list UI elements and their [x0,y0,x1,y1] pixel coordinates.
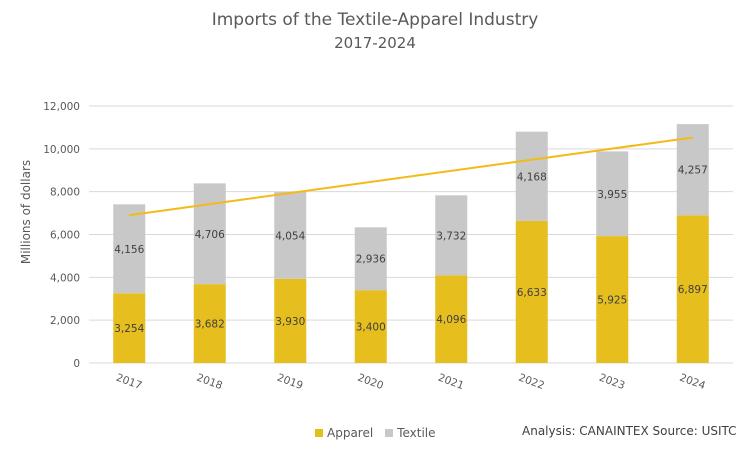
bar-apparel [435,275,468,363]
bar-apparel [193,284,226,363]
data-label-apparel: 3,930 [275,316,305,328]
source-note: Analysis: CANAINTEX Source: USITC [522,424,737,438]
y-tick-label: 4,000 [50,272,80,284]
trendline [129,136,693,217]
data-label-textile: 4,168 [517,171,547,183]
y-tick-label: 0 [73,358,80,370]
legend-label-textile: Textile [397,426,436,440]
y-tick-label: 10,000 [43,144,80,156]
legend-swatch-apparel [315,429,323,437]
bar-textile [435,195,468,276]
x-tick-label: 2019 [275,372,304,392]
data-label-apparel: 3,254 [114,323,144,335]
bar-apparel [676,215,709,363]
data-label-apparel: 3,682 [195,319,225,331]
x-tick-label: 2024 [678,372,708,393]
chart-title: Imports of the Textile-Apparel Industry [211,10,539,30]
data-label-apparel: 6,633 [517,287,547,299]
data-label-apparel: 4,096 [436,314,466,326]
bar-textile [354,227,387,291]
legend: Apparel Textile [315,426,436,440]
x-tick-label: 2018 [195,372,224,392]
bar-apparel [596,236,629,363]
x-tick-label: 2022 [517,372,546,392]
y-axis-label: Millions of dollars [19,159,33,265]
legend-label-apparel: Apparel [327,426,374,440]
data-label-apparel: 6,897 [678,284,708,296]
y-tick-label: 6,000 [50,230,80,242]
data-label-textile: 4,257 [678,165,708,177]
data-label-textile: 3,732 [436,230,466,242]
y-tick-label: 12,000 [43,101,80,113]
bar-apparel [354,290,387,363]
data-label-textile: 4,706 [195,229,225,241]
bar-apparel [515,220,548,363]
x-tick-label: 2017 [114,372,143,392]
legend-swatch-textile [385,429,394,437]
x-tick-label: 2021 [436,372,465,392]
data-label-apparel: 3,400 [356,322,386,334]
data-label-apparel: 5,925 [597,295,627,307]
x-tick-label: 2023 [597,372,626,392]
x-tick-label: 2020 [356,372,385,392]
legend-item-apparel: Apparel [315,426,373,440]
bar-textile [274,192,307,279]
bar-textile [515,131,548,221]
y-tick-label: 2,000 [50,315,80,327]
data-label-textile: 4,156 [114,244,144,256]
chart-subtitle: 2017-2024 [334,34,416,52]
legend-item-textile: Textile [385,426,436,440]
bar-textile [596,151,629,237]
y-tick-label: 8,000 [50,187,80,199]
bar-textile [193,183,226,285]
data-label-textile: 4,054 [275,230,305,242]
bar-apparel [274,278,307,363]
bar-apparel [113,293,146,363]
data-label-textile: 3,955 [597,189,627,201]
data-label-textile: 2,936 [356,254,386,266]
bar-textile [113,204,146,294]
